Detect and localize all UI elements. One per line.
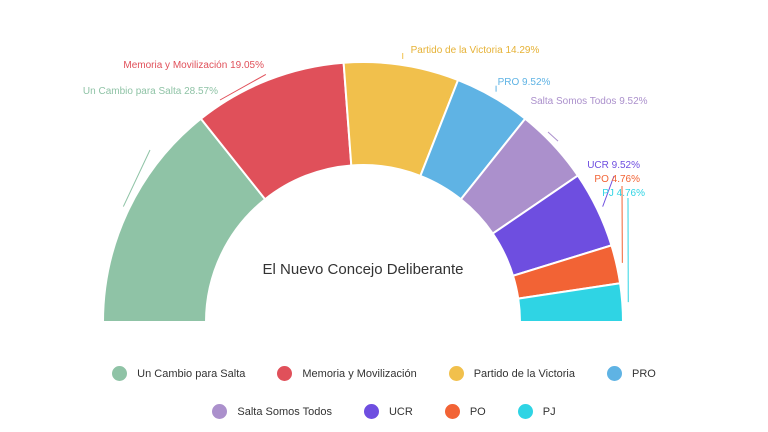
legend-label: Un Cambio para Salta	[137, 367, 246, 380]
legend-item-memoria-y-movilizacion[interactable]: Memoria y Movilización	[277, 366, 417, 381]
data-label-partido-de-la-victoria: Partido de la Victoria 14.29%	[411, 45, 540, 56]
data-label-pj: PJ 4.76%	[602, 188, 645, 199]
legend-swatch	[112, 366, 128, 381]
legend-swatch	[517, 404, 533, 419]
legend-item-un-cambio-para-salta[interactable]: Un Cambio para Salta	[112, 366, 245, 381]
legend-label: PJ	[542, 405, 556, 418]
legend-label: Salta Somos Todos	[237, 405, 332, 418]
legend-swatch	[607, 366, 622, 381]
legend-item-partido-de-la-victoria[interactable]: Partido de la Victoria	[448, 366, 575, 381]
chart-title: El Nuevo Concejo Deliberante	[263, 261, 464, 278]
leader-line-ucr	[602, 175, 615, 207]
data-label-ucr: UCR 9.52%	[587, 160, 640, 171]
legend-item-salta-somos-todos[interactable]: Salta Somos Todos	[212, 404, 332, 419]
data-label-salta-somos-todos: Salta Somos Todos 9.52%	[530, 96, 647, 107]
data-label-po: PO 4.76%	[594, 174, 640, 185]
legend-swatch	[277, 366, 293, 381]
legend-swatch	[212, 404, 228, 419]
legend-label: Partido de la Victoria	[473, 367, 575, 380]
legend-swatch	[444, 404, 460, 419]
legend-label: PO	[469, 405, 486, 418]
slice-pj[interactable]	[517, 282, 625, 323]
legend-item-pro[interactable]: PRO	[607, 366, 656, 381]
legend-swatch	[448, 366, 464, 381]
legend-swatch	[363, 404, 379, 419]
legend-item-ucr[interactable]: UCR	[363, 404, 413, 419]
leader-line-un-cambio-para-salta	[122, 149, 151, 207]
data-label-pro: PRO 9.52%	[498, 77, 551, 88]
legend-item-pj[interactable]: PJ	[517, 404, 556, 419]
legend-row-1: Un Cambio para Salta Memoria y Movilizaci…	[0, 366, 768, 381]
data-label-memoria-y-movilizacion: Memoria y Movilización 19.05%	[123, 60, 264, 71]
legend-label: PRO	[632, 367, 656, 380]
legend-label: Memoria y Movilización	[302, 367, 417, 380]
legend-label: UCR	[388, 405, 413, 418]
leader-line-salta-somos-todos	[547, 131, 559, 142]
leader-line-memoria-y-movilizacion	[219, 73, 267, 101]
data-label-un-cambio-para-salta: Un Cambio para Salta 28.57%	[83, 86, 218, 97]
legend-row-2: Salta Somos Todos UCR PO PJ	[0, 404, 768, 419]
legend-item-po[interactable]: PO	[444, 404, 486, 419]
